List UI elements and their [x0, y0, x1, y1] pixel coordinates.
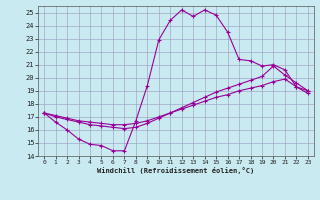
X-axis label: Windchill (Refroidissement éolien,°C): Windchill (Refroidissement éolien,°C) [97, 167, 255, 174]
